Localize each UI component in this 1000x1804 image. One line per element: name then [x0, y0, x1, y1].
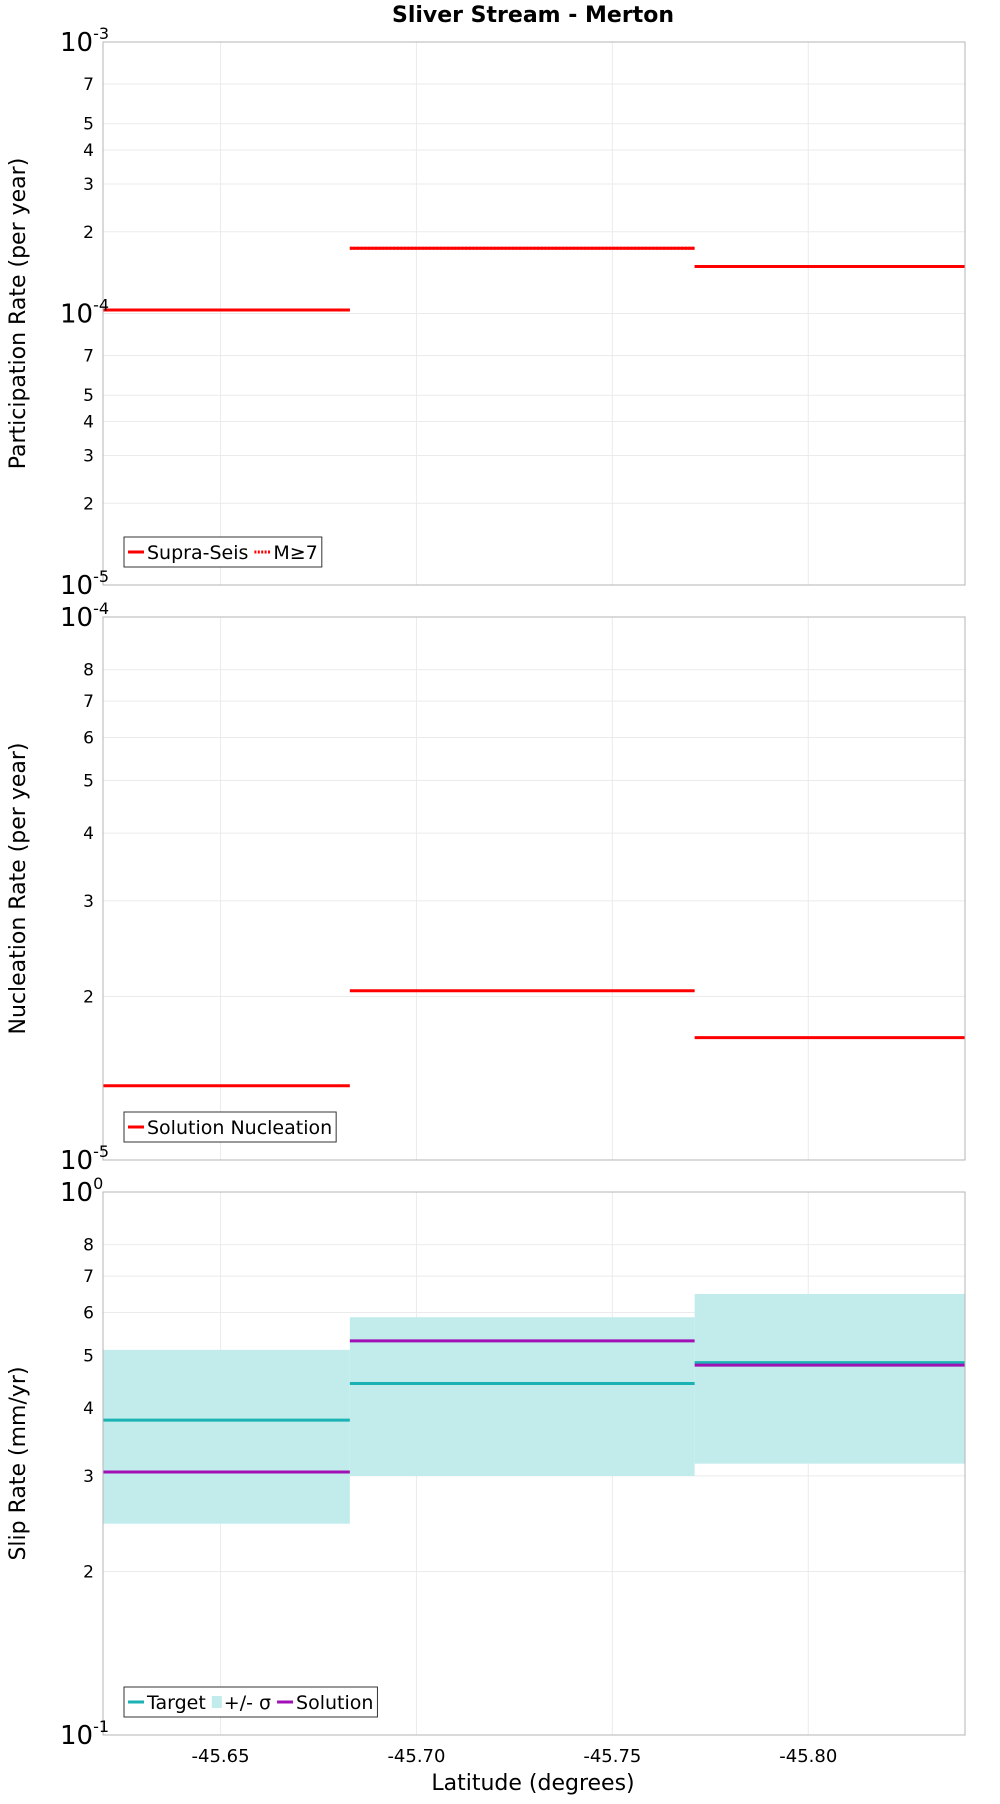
y-axis-label: Participation Rate (per year) — [6, 158, 31, 470]
y-tick-label-minor: 3 — [83, 1467, 94, 1487]
panel-participation: 10-3 10-4 10-5 7 5 4 3 2 7 5 4 3 2 Participation Rate… — [6, 24, 966, 601]
panel-slip: 100 10-1 8 7 6 5 4 3 2 -45.65 -45.70 -45.75 -45.80 Sl… — [6, 1174, 966, 1767]
legend-label: Solution — [296, 1692, 373, 1714]
y-tick-label-minor: 5 — [83, 386, 94, 406]
y-tick-label-minor: 5 — [83, 1346, 94, 1366]
legend: Solution Nucleation — [123, 1111, 337, 1143]
y-tick-label-minor: 7 — [83, 1267, 94, 1287]
y-tick-label-minor: 3 — [83, 175, 94, 195]
x-tick-label: -45.65 — [192, 1746, 250, 1767]
y-tick-label-major: 10-5 — [60, 567, 109, 601]
y-axis-label: Nucleation Rate (per year) — [6, 743, 31, 1035]
legend: Supra-Seis M≥7 — [123, 536, 323, 568]
legend-label: Target — [146, 1692, 206, 1714]
y-tick-label-minor: 3 — [83, 446, 94, 466]
panel-nucleation: 10-4 10-5 8 7 6 5 4 3 2 Nucleation Rate (per year… — [6, 599, 966, 1176]
plot-frame — [102, 41, 966, 586]
legend-label: M≥7 — [273, 542, 317, 564]
y-tick-label-minor: 4 — [83, 1399, 94, 1419]
y-tick-label-major: 10-4 — [60, 296, 109, 330]
sigma-band — [103, 1349, 350, 1524]
y-tick-label-minor: 8 — [83, 661, 94, 681]
y-tick-label-minor: 4 — [83, 413, 94, 433]
plot-frame — [102, 1191, 966, 1736]
y-axis-label: Slip Rate (mm/yr) — [6, 1366, 31, 1560]
legend-label: +/- σ — [224, 1692, 271, 1714]
plot-frame — [102, 616, 966, 1161]
y-tick-label-minor: 2 — [83, 494, 94, 514]
legend-swatch — [211, 1696, 222, 1708]
legend-label: Supra-Seis — [147, 542, 248, 564]
x-axis-label: Latitude (degrees) — [431, 1771, 634, 1796]
y-tick-label-major: 100 — [60, 1174, 103, 1208]
x-tick-label: -45.80 — [779, 1746, 837, 1767]
chart-title: Sliver Stream - Merton — [392, 3, 674, 28]
sigma-band — [349, 1317, 695, 1476]
legend-frame — [123, 536, 323, 568]
sigma-band — [694, 1293, 965, 1464]
y-tick-label-minor: 7 — [83, 347, 94, 367]
plot-area — [103, 617, 965, 1160]
y-tick-label-minor: 8 — [83, 1236, 94, 1256]
y-tick-label-major: 10-1 — [60, 1717, 109, 1751]
y-tick-label-minor: 5 — [83, 771, 94, 791]
y-tick-label-minor: 7 — [83, 75, 94, 95]
y-tick-label-minor: 4 — [83, 141, 94, 161]
y-tick-label-minor: 2 — [83, 223, 94, 243]
legend-label: Solution Nucleation — [147, 1117, 332, 1139]
legend-frame — [123, 1686, 378, 1718]
legend-frame — [123, 1111, 337, 1143]
x-tick-label: -45.70 — [387, 1746, 445, 1767]
y-tick-label-major: 10-4 — [60, 599, 109, 633]
x-tick-label: -45.75 — [583, 1746, 641, 1767]
y-tick-label-minor: 3 — [83, 892, 94, 912]
legend: Target +/- σ Solution — [123, 1686, 378, 1718]
y-tick-label-minor: 2 — [83, 988, 94, 1008]
y-tick-label-minor: 5 — [83, 115, 94, 135]
y-tick-label-major: 10-3 — [60, 24, 109, 58]
y-tick-label-minor: 7 — [83, 692, 94, 712]
y-tick-label-minor: 6 — [83, 1303, 94, 1323]
y-tick-label-major: 10-5 — [60, 1142, 109, 1176]
y-tick-label-minor: 2 — [83, 1563, 94, 1583]
y-tick-label-minor: 6 — [83, 728, 94, 748]
y-tick-label-minor: 4 — [83, 824, 94, 844]
